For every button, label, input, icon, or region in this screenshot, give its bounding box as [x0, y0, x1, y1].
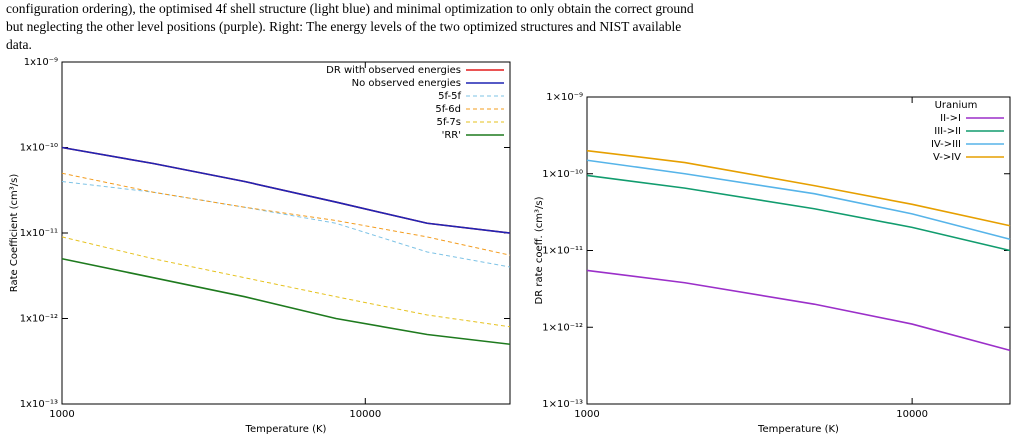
x-axis-label: Temperature (K) [757, 424, 839, 435]
legend-label: III->II [934, 126, 961, 137]
series-line [586, 159, 1011, 241]
y-axis-label: Rate Coefficient (cm³/s) [9, 174, 20, 293]
legend-label: 'RR' [442, 130, 461, 141]
y-tick-label: 1x10⁻¹² [20, 314, 58, 325]
legend-label: II->I [940, 113, 961, 124]
y-tick-label: 1×10⁻⁹ [546, 92, 583, 103]
series-line [586, 149, 1011, 227]
y-tick-label: 1x10⁻¹³ [20, 399, 58, 410]
legend-label: No observed energies [352, 78, 461, 89]
legend-label: DR with observed energies [326, 65, 461, 76]
legend-label: IV->III [931, 139, 961, 150]
y-tick-label: 1x10⁻⁹ [24, 57, 58, 68]
x-axis-label: Temperature (K) [245, 424, 327, 435]
series-line [586, 269, 1011, 352]
series-line [61, 172, 511, 256]
series-line [61, 146, 511, 234]
legend-title: Uranium [935, 100, 978, 111]
y-tick-label: 1×10⁻¹² [542, 322, 583, 333]
legend-label: 5f-5f [438, 91, 461, 102]
caption-line: but neglecting the other level positions… [6, 19, 682, 34]
y-tick-label: 1×10⁻¹³ [542, 399, 583, 410]
x-tick-label: 10000 [349, 409, 381, 420]
legend-label: V->IV [933, 152, 961, 163]
series-line [586, 174, 1011, 252]
y-tick-label: 1×10⁻¹⁰ [542, 169, 583, 180]
legend-label: 5f-6d [435, 104, 461, 115]
caption-line: data. [6, 37, 32, 52]
caption-line: configuration ordering), the optimised 4… [6, 1, 694, 16]
x-tick-label: 1000 [49, 409, 74, 420]
series-line [61, 236, 511, 328]
y-tick-label: 1×10⁻¹¹ [542, 246, 583, 257]
x-tick-label: 10000 [896, 409, 928, 420]
y-tick-label: 1x10⁻¹¹ [20, 228, 58, 239]
y-tick-label: 1x10⁻¹⁰ [20, 143, 58, 154]
x-tick-label: 1000 [574, 409, 599, 420]
legend-label: 5f-7s [436, 117, 461, 128]
series-line [61, 257, 511, 346]
y-axis-label: DR rate coeff. (cm³/s) [534, 196, 545, 304]
series-line [61, 181, 511, 268]
